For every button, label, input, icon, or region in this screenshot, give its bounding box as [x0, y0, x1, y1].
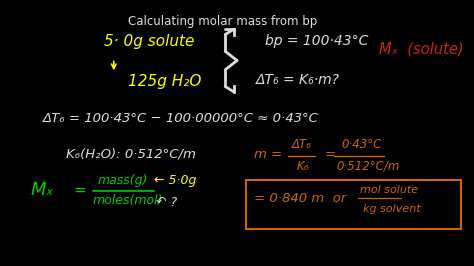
Text: kg solvent: kg solvent: [363, 204, 420, 214]
Text: mass(g): mass(g): [97, 174, 147, 187]
Text: = 0·840 m  or: = 0·840 m or: [254, 192, 346, 205]
Text: =: =: [325, 148, 336, 161]
Text: 0·512°C/m: 0·512°C/m: [337, 160, 400, 173]
Text: Mₓ  (solute): Mₓ (solute): [379, 42, 464, 57]
Text: ΔT₆: ΔT₆: [292, 139, 311, 151]
Text: bp = 100·43°C: bp = 100·43°C: [265, 34, 369, 48]
Text: K₆: K₆: [296, 160, 309, 173]
Text: moles(mol): moles(mol): [92, 194, 163, 207]
Text: 5· 0g solute: 5· 0g solute: [104, 34, 195, 49]
Text: Calculating molar mass from bp: Calculating molar mass from bp: [128, 15, 317, 28]
Text: ΔT₆ = K₆·m?: ΔT₆ = K₆·m?: [256, 73, 340, 87]
Text: mol solute: mol solute: [360, 185, 419, 195]
Text: 0·43°C: 0·43°C: [341, 139, 382, 151]
Text: ΔT₆ = 100·43°C − 100·00000°C ≈ 0·43°C: ΔT₆ = 100·43°C − 100·00000°C ≈ 0·43°C: [43, 112, 319, 125]
Text: m =: m =: [254, 148, 282, 161]
Text: 125g H₂O: 125g H₂O: [128, 74, 201, 89]
Text: ← 5·0g: ← 5·0g: [154, 174, 196, 187]
Text: =: =: [73, 183, 86, 198]
Text: Mₓ: Mₓ: [31, 181, 55, 199]
Text: K₆(H₂O): 0·512°C/m: K₆(H₂O): 0·512°C/m: [66, 148, 196, 161]
Text: ↶ ?: ↶ ?: [156, 196, 178, 209]
